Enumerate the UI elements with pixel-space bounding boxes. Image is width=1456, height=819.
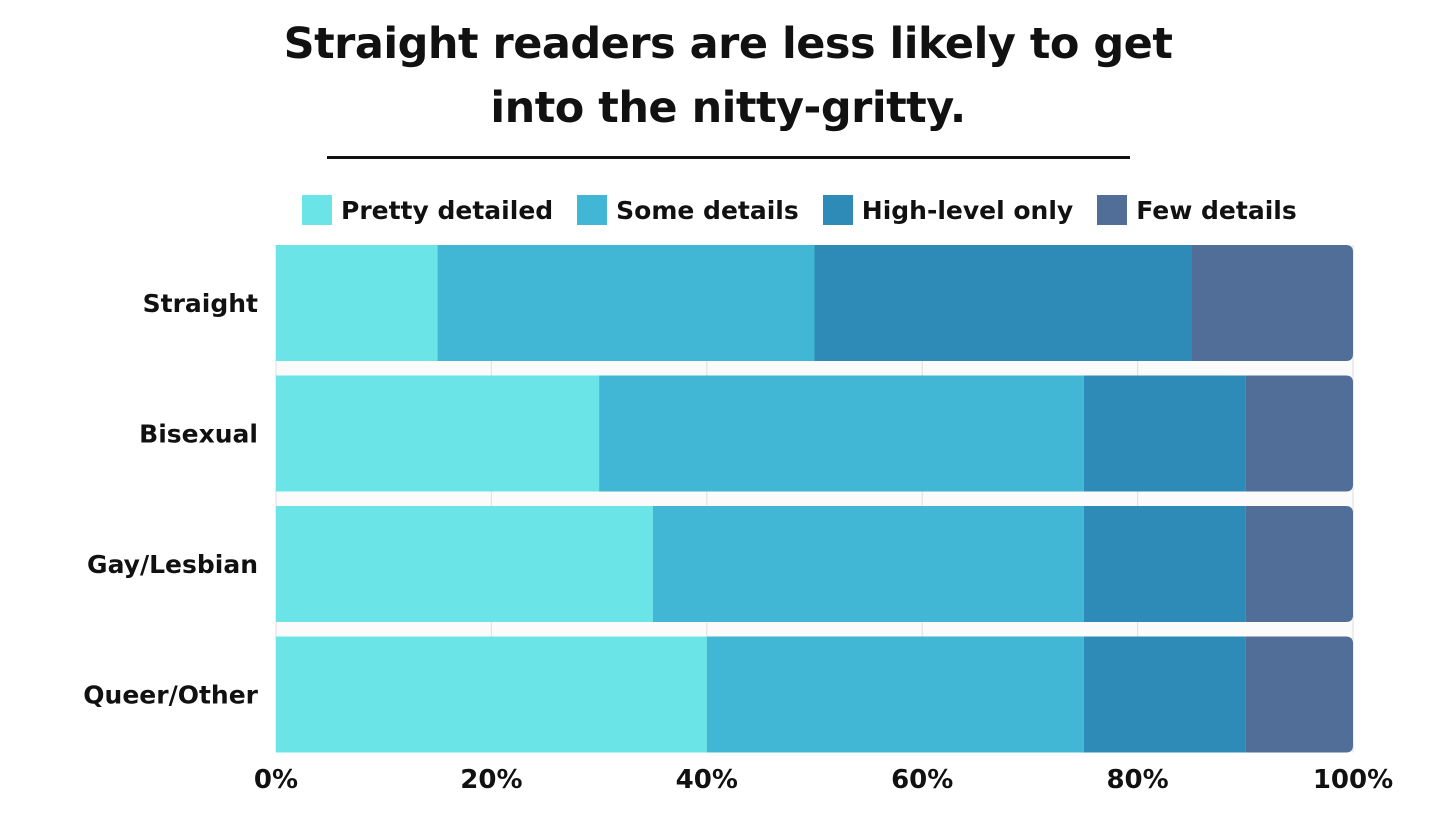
bar-segment	[276, 245, 438, 361]
x-tick-label: 100%	[1313, 765, 1393, 795]
category-label: Queer/Other	[83, 681, 258, 710]
category-label: Gay/Lesbian	[87, 550, 258, 579]
bar-segment	[1191, 245, 1353, 361]
x-tick-label: 0%	[254, 765, 298, 795]
bar-segment	[1245, 506, 1353, 622]
legend-swatch	[302, 195, 332, 225]
legend-label: High-level only	[861, 195, 1074, 225]
bar-segment	[276, 506, 653, 622]
x-tick-label: 20%	[460, 765, 522, 795]
bar-segment	[1083, 636, 1246, 753]
bar-segment	[1083, 506, 1246, 622]
category-label: Straight	[143, 289, 258, 318]
bar-segment	[276, 636, 707, 753]
legend-item-some-details: Some details	[577, 195, 799, 225]
legend-item-high-level-only: High-level only	[822, 195, 1074, 225]
chart-title-line-2: into the nitty-gritty.	[490, 83, 966, 133]
bar-segment	[1083, 375, 1246, 492]
x-tick-label: 80%	[1106, 765, 1168, 795]
x-tick-label: 40%	[676, 765, 738, 795]
chart-title: Straight readers are less likely to get …	[0, 12, 1456, 140]
legend-swatch	[1097, 195, 1128, 225]
chart-title-line-1: Straight readers are less likely to get	[283, 19, 1173, 69]
legend-swatch	[822, 195, 853, 225]
bar-segment	[1245, 636, 1353, 753]
bar-segment	[652, 506, 1084, 622]
legend-item-few-details: Few details	[1097, 195, 1297, 225]
legend-swatch	[577, 195, 608, 225]
bar-segment	[1245, 375, 1353, 492]
bar-segment	[599, 375, 1084, 492]
chart-legend: Pretty detailed Some details High-level …	[302, 195, 1321, 225]
legend-label: Pretty detailed	[341, 195, 554, 225]
category-label: Bisexual	[139, 420, 258, 449]
legend-label: Some details	[616, 195, 799, 225]
bar-segment	[437, 245, 815, 361]
bar-segment	[706, 636, 1084, 753]
x-tick-label: 60%	[891, 765, 953, 795]
bar-segment	[276, 375, 600, 492]
legend-label: Few details	[1136, 195, 1297, 225]
title-divider	[327, 156, 1130, 159]
legend-item-pretty-detailed: Pretty detailed	[302, 195, 553, 225]
bar-segment	[814, 245, 1192, 361]
